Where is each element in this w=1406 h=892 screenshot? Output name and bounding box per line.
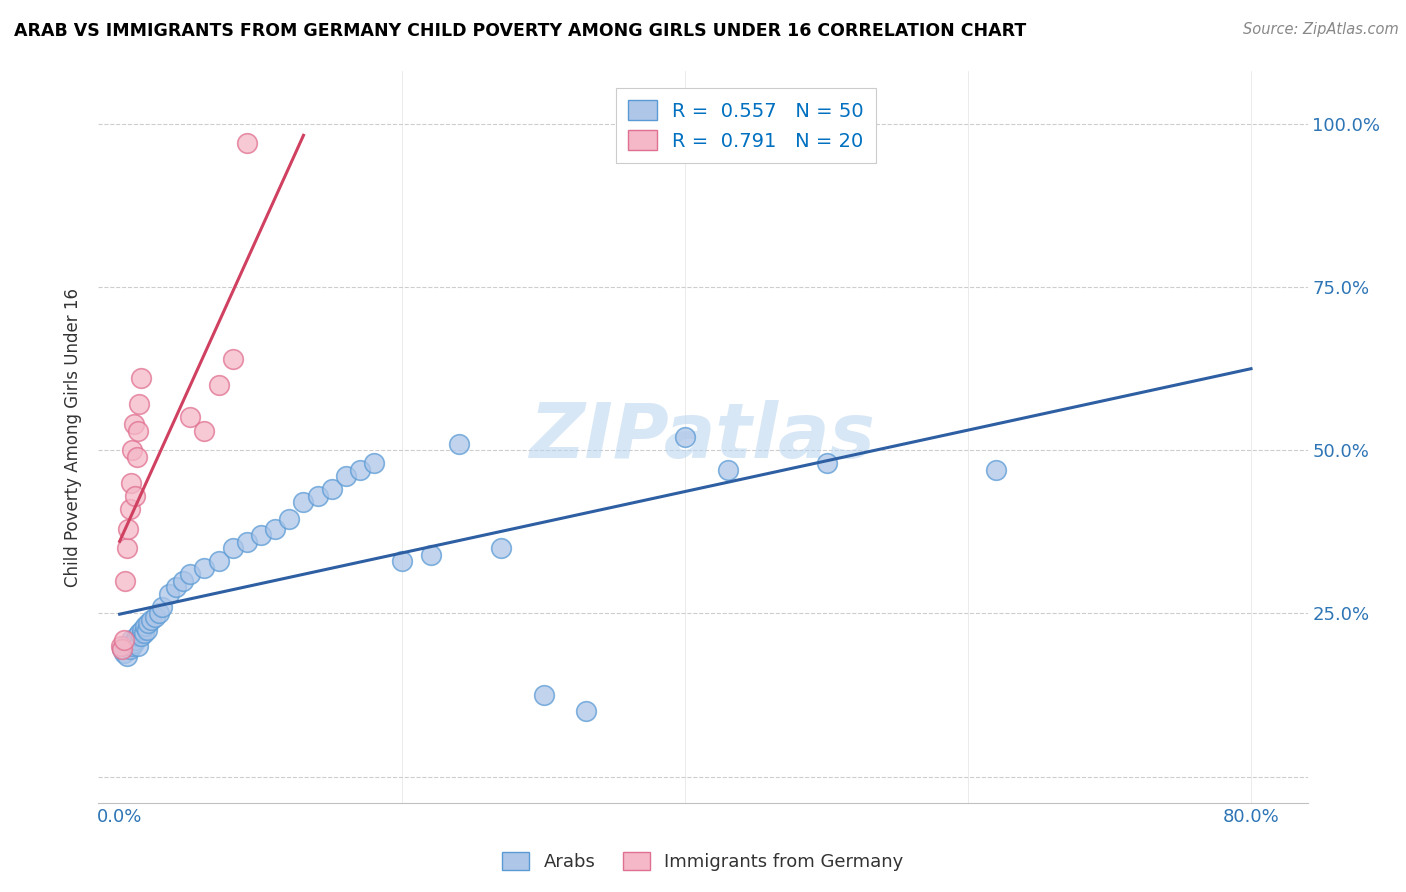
Point <box>117 521 139 535</box>
Point <box>148 607 170 621</box>
Point <box>122 636 145 650</box>
Point <box>986 463 1008 477</box>
Point <box>127 639 149 653</box>
Point <box>717 463 740 477</box>
Point <box>132 626 155 640</box>
Point <box>165 580 187 594</box>
Point <box>122 417 145 431</box>
Point <box>193 424 215 438</box>
Point <box>491 541 513 555</box>
Point <box>193 560 215 574</box>
Point <box>128 626 150 640</box>
Point <box>815 456 838 470</box>
Point <box>533 688 555 702</box>
Point <box>363 456 385 470</box>
Point <box>349 463 371 477</box>
Text: ARAB VS IMMIGRANTS FROM GERMANY CHILD POVERTY AMONG GIRLS UNDER 16 CORRELATION C: ARAB VS IMMIGRANTS FROM GERMANY CHILD PO… <box>14 22 1026 40</box>
Point <box>114 574 136 588</box>
Point <box>128 397 150 411</box>
Point <box>117 639 139 653</box>
Point <box>118 642 141 657</box>
Point <box>110 639 132 653</box>
Point <box>124 489 146 503</box>
Point <box>179 410 201 425</box>
Point <box>121 639 143 653</box>
Point <box>112 632 135 647</box>
Point <box>222 541 245 555</box>
Point <box>292 495 315 509</box>
Point <box>222 351 245 366</box>
Point <box>391 554 413 568</box>
Point <box>135 623 157 637</box>
Point <box>115 648 138 663</box>
Text: ZIPatlas: ZIPatlas <box>530 401 876 474</box>
Point <box>120 475 142 490</box>
Point <box>112 646 135 660</box>
Point <box>115 541 138 555</box>
Point <box>157 587 180 601</box>
Legend: R =  0.557   N = 50, R =  0.791   N = 20: R = 0.557 N = 50, R = 0.791 N = 20 <box>616 88 876 162</box>
Point <box>419 548 441 562</box>
Y-axis label: Child Poverty Among Girls Under 16: Child Poverty Among Girls Under 16 <box>65 287 83 587</box>
Point <box>207 377 229 392</box>
Point <box>136 616 159 631</box>
Point <box>143 609 166 624</box>
Point <box>139 613 162 627</box>
Point <box>124 632 146 647</box>
Point <box>321 483 343 497</box>
Point <box>118 502 141 516</box>
Point <box>131 623 153 637</box>
Point <box>125 450 148 464</box>
Point <box>125 629 148 643</box>
Point <box>134 619 156 633</box>
Point <box>335 469 357 483</box>
Text: Source: ZipAtlas.com: Source: ZipAtlas.com <box>1243 22 1399 37</box>
Point <box>264 521 287 535</box>
Point <box>127 424 149 438</box>
Point <box>575 705 598 719</box>
Point <box>111 642 134 657</box>
Point <box>236 534 259 549</box>
Point <box>114 639 136 653</box>
Point <box>121 443 143 458</box>
Point <box>111 642 134 657</box>
Point <box>307 489 329 503</box>
Point <box>673 430 696 444</box>
Point <box>120 632 142 647</box>
Point <box>278 512 301 526</box>
Point <box>250 528 273 542</box>
Point <box>207 554 229 568</box>
Point <box>150 599 173 614</box>
Point <box>172 574 194 588</box>
Point <box>179 567 201 582</box>
Point <box>129 629 152 643</box>
Point <box>236 136 259 151</box>
Point <box>447 436 470 450</box>
Legend: Arabs, Immigrants from Germany: Arabs, Immigrants from Germany <box>495 845 911 879</box>
Point <box>129 371 152 385</box>
